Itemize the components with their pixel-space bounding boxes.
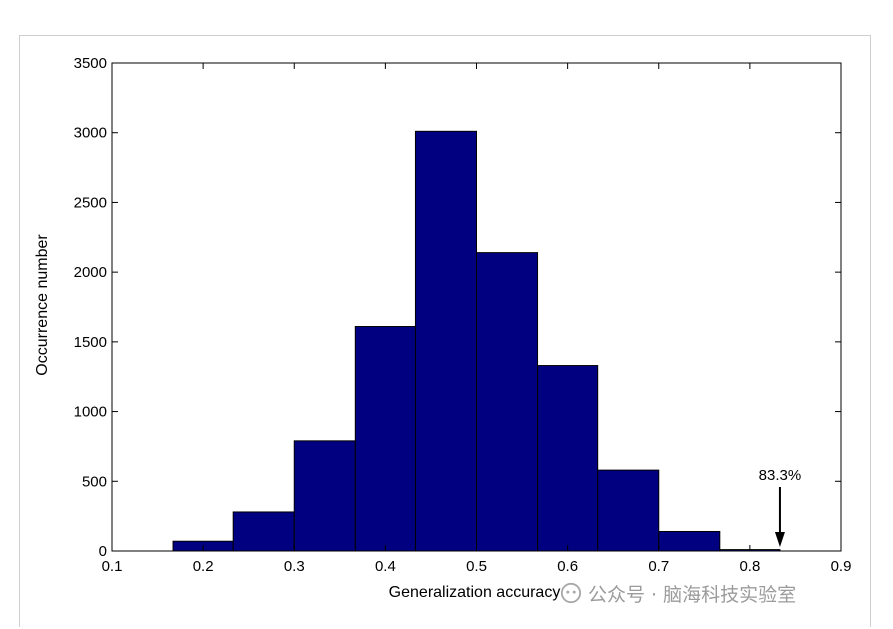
x-tick-label: 0.2 xyxy=(193,558,214,575)
histogram-bar xyxy=(537,365,599,552)
y-tick-label: 1500 xyxy=(74,334,107,351)
histogram-bar xyxy=(476,252,539,552)
histogram-bar xyxy=(293,440,356,552)
histogram-bar xyxy=(597,469,660,552)
histogram-bar xyxy=(414,130,478,552)
bars-group xyxy=(172,130,781,552)
x-ticks-group: 0.1 0.2 0.3 0.4 0.5 0.6 0.7 0.8 0.9 xyxy=(102,63,852,575)
watermark: 公众号 · 脑海科技实验室 xyxy=(560,580,796,606)
x-tick-label: 0.8 xyxy=(739,558,760,575)
y-tick-label: 3000 xyxy=(74,125,107,142)
histogram-bar xyxy=(232,511,295,552)
annotation-arrow-head xyxy=(774,532,785,547)
annotation-label: 83.3% xyxy=(759,467,802,484)
y-tick-label: 0 xyxy=(99,543,107,560)
x-tick-label: 0.1 xyxy=(102,558,123,575)
watermark-text: 公众号 · 脑海科技实验室 xyxy=(588,583,797,606)
x-tick-label: 0.5 xyxy=(466,558,487,575)
y-tick-label: 500 xyxy=(82,473,107,490)
x-tick-label: 0.3 xyxy=(284,558,305,575)
x-tick-label: 0.6 xyxy=(557,558,578,575)
y-ticks-group: 0 500 1000 1500 2000 2500 3000 3500 xyxy=(74,55,841,560)
histogram-bar xyxy=(354,326,416,552)
figure-frame xyxy=(19,35,871,627)
x-tick-label: 0.9 xyxy=(831,558,852,575)
x-tick-label: 0.7 xyxy=(648,558,669,575)
y-tick-label: 2000 xyxy=(74,264,107,281)
y-tick-label: 3500 xyxy=(74,55,107,72)
y-axis-title: Occurrence number xyxy=(34,234,51,376)
x-tick-label: 0.4 xyxy=(375,558,396,575)
wechat-icon xyxy=(560,582,582,604)
y-tick-label: 2500 xyxy=(74,194,107,211)
x-axis-title: Generalization accuracy xyxy=(389,584,561,601)
y-tick-label: 1000 xyxy=(74,404,107,421)
histogram-bar xyxy=(658,530,721,552)
annotation-group: 83.3% xyxy=(759,467,802,547)
